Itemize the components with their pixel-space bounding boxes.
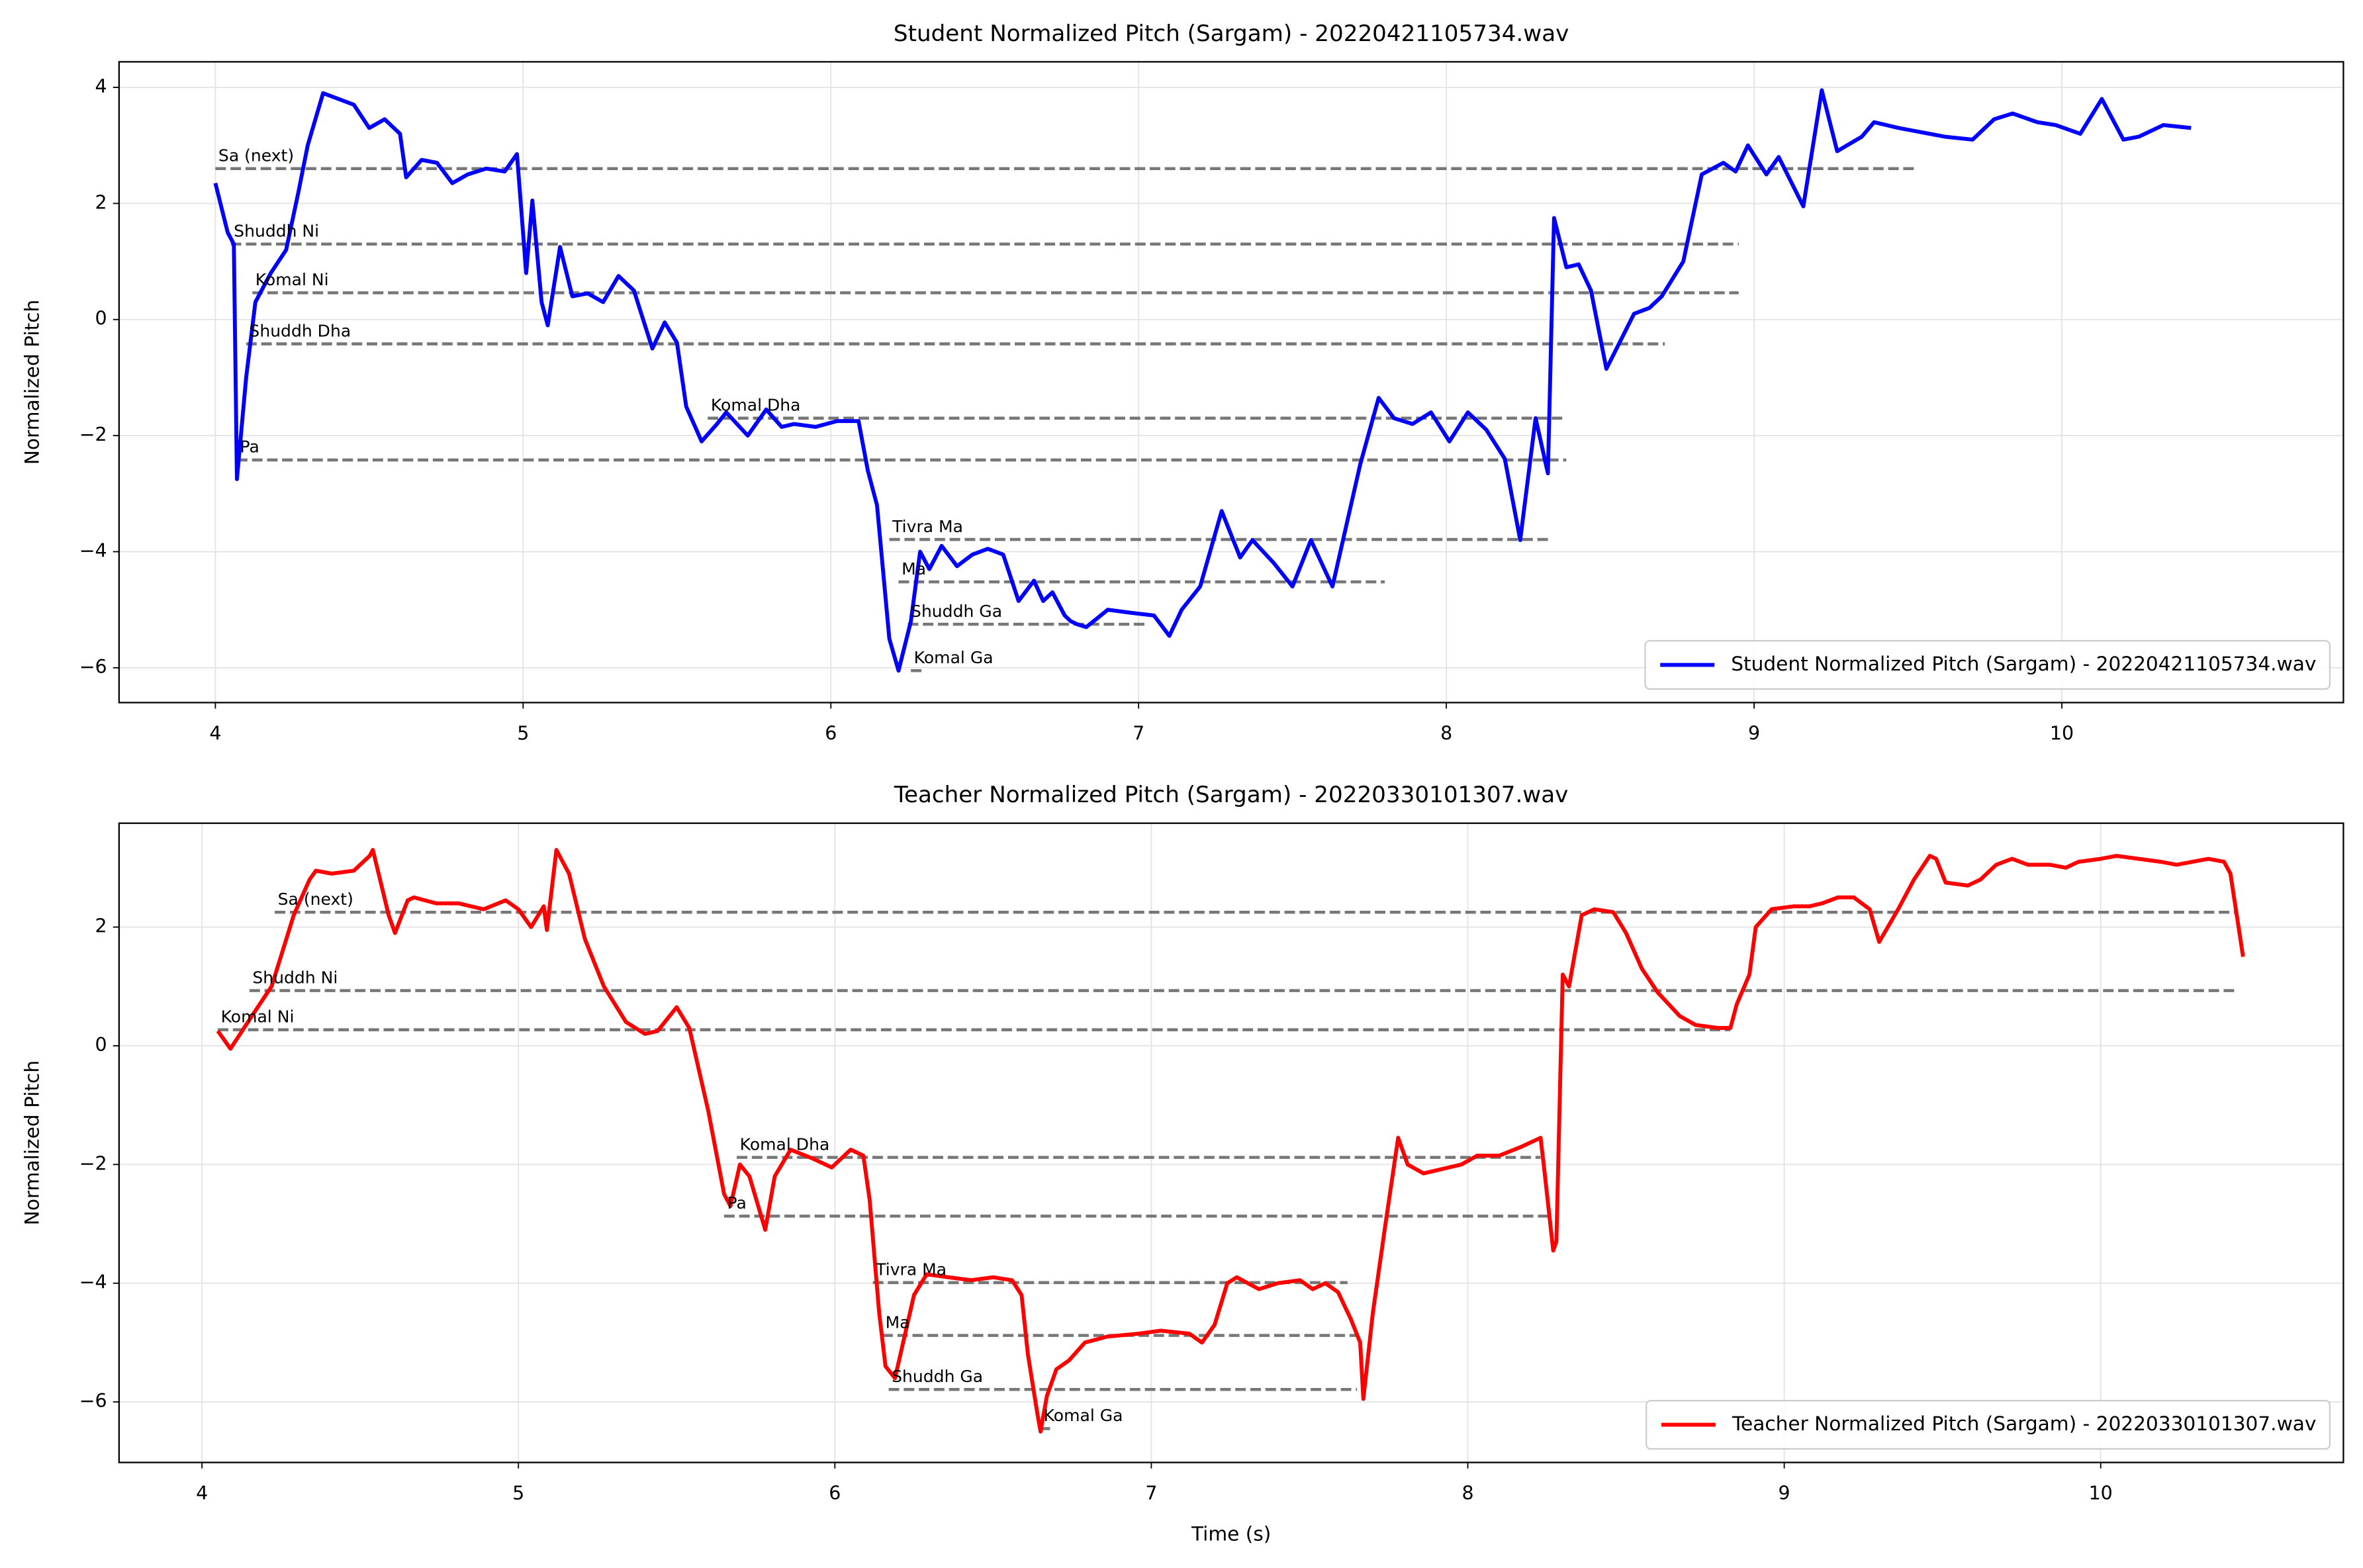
reference-label: Sa (next) <box>218 146 294 165</box>
y-tick-label: −6 <box>79 1390 107 1412</box>
x-axis-label: Time (s) <box>1191 1522 1271 1545</box>
x-tick-label: 10 <box>2089 1482 2113 1504</box>
plot-background <box>118 823 2344 1463</box>
legend: Student Normalized Pitch (Sargam) - 2022… <box>1644 639 2331 690</box>
plot-frame <box>118 61 2344 704</box>
reference-label: Sa (next) <box>278 890 353 909</box>
reference-label: Shuddh Ni <box>252 968 338 987</box>
y-tick-label: 2 <box>95 915 107 937</box>
x-tick-label: 4 <box>209 722 221 744</box>
reference-label: Pa <box>240 438 259 457</box>
pitch-line <box>213 88 2192 673</box>
reference-label: Shuddh Ni <box>234 222 319 241</box>
reference-label: Komal Ni <box>255 270 329 289</box>
legend-box <box>1644 639 2331 690</box>
x-tick-label: 7 <box>1133 722 1144 744</box>
y-tick-label: 0 <box>95 308 107 330</box>
subplot: 4 5 6 7 8 9 10 −6 −4 −2 0 2 4 Sa (next) Shuddh Ni Komal… <box>21 21 2344 744</box>
reference-label: Pa <box>727 1193 747 1213</box>
y-tick-label: −6 <box>79 656 107 678</box>
x-tick-label: 8 <box>1461 1482 1473 1504</box>
legend-text: Student Normalized Pitch (Sargam) - 2022… <box>1731 653 2316 675</box>
reference-label: Komal Dha <box>740 1134 830 1154</box>
x-tick-label: 10 <box>2050 722 2074 744</box>
y-tick-label: −4 <box>79 1271 107 1293</box>
chart-title: Teacher Normalized Pitch (Sargam) - 2022… <box>894 782 1568 808</box>
reference-label: Tivra Ma <box>892 517 963 536</box>
x-tick-label: 4 <box>196 1482 208 1504</box>
reference-label: Komal Ga <box>914 648 994 667</box>
plot-background <box>118 62 2344 703</box>
subplot: 4 5 6 7 8 9 10 −6 −4 −2 0 2 Sa (next) Shuddh Ni Komal … <box>21 782 2344 1545</box>
y-axis-label: Normalized Pitch <box>21 300 44 465</box>
plot-frame <box>118 822 2344 1463</box>
reference-label: Shuddh Ga <box>892 1367 983 1386</box>
x-tick-label: 9 <box>1748 722 1760 744</box>
reference-label: Ma <box>902 559 926 578</box>
y-tick-label: 0 <box>95 1034 107 1056</box>
chart-title: Student Normalized Pitch (Sargam) - 2022… <box>894 21 1569 47</box>
reference-label: Tivra Ma <box>875 1260 947 1279</box>
x-tick-label: 5 <box>517 722 529 744</box>
reference-label: Komal Ga <box>1044 1406 1123 1425</box>
pitch-line <box>216 848 2245 1434</box>
y-tick-label: 2 <box>95 191 107 213</box>
reference-label: Shuddh Dha <box>249 321 351 340</box>
legend: Teacher Normalized Pitch (Sargam) - 2022… <box>1645 1400 2331 1450</box>
reference-label: Komal Ni <box>221 1007 295 1027</box>
x-tick-label: 9 <box>1779 1482 1790 1504</box>
y-tick-label: −4 <box>79 539 107 561</box>
y-tick-label: −2 <box>79 1152 107 1174</box>
x-tick-label: 6 <box>825 722 837 744</box>
reference-label: Shuddh Ga <box>911 602 1002 621</box>
y-tick-label: −2 <box>79 424 107 445</box>
legend-text: Teacher Normalized Pitch (Sargam) - 2022… <box>1732 1412 2316 1435</box>
x-tick-label: 5 <box>512 1482 524 1504</box>
reference-label: Komal Dha <box>711 396 801 415</box>
x-tick-label: 7 <box>1145 1482 1157 1504</box>
reference-label: Ma <box>886 1313 910 1332</box>
y-tick-label: 4 <box>95 75 107 97</box>
y-axis-label: Normalized Pitch <box>21 1060 44 1225</box>
legend-box <box>1645 1400 2331 1450</box>
x-tick-label: 6 <box>829 1482 841 1504</box>
x-tick-label: 8 <box>1440 722 1452 744</box>
